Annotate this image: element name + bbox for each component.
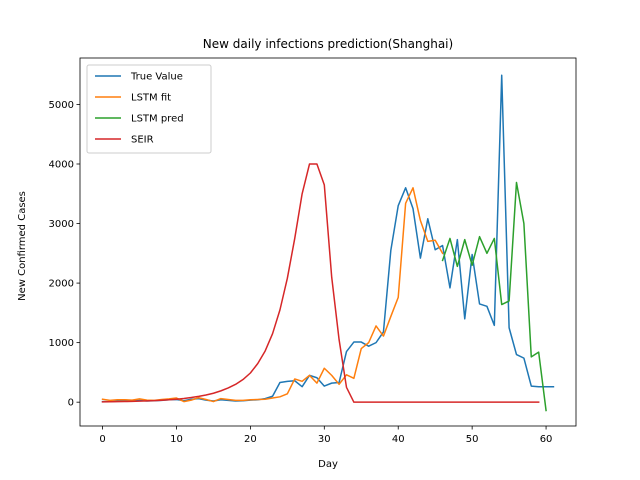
legend-box xyxy=(86,64,212,154)
x-tick-label: 20 xyxy=(244,434,257,445)
x-tick-label: 30 xyxy=(318,434,331,445)
x-tick-label: 40 xyxy=(392,434,405,445)
legend: True Value LSTM fit LSTM pred SEIR xyxy=(86,64,212,154)
y-tick-label: 3000 xyxy=(49,219,74,230)
legend-entry-2: LSTM pred xyxy=(131,114,184,125)
legend-entry-1: LSTM fit xyxy=(131,93,171,104)
y-axis-label: New Confirmed Cases xyxy=(17,191,28,301)
x-tick-label: 50 xyxy=(466,434,479,445)
x-tick-label: 0 xyxy=(99,434,105,445)
y-tick-label: 5000 xyxy=(49,100,74,111)
plot-area: 0 10 20 30 40 50 60 0 1000 2000 3000 4000 5000 xyxy=(49,57,577,445)
series-line-2 xyxy=(441,181,547,412)
axes-frame xyxy=(79,57,577,427)
series-line-3 xyxy=(101,163,540,403)
legend-entry-3: SEIR xyxy=(131,135,154,146)
y-tick-label: 2000 xyxy=(49,279,74,290)
legend-entry-0: True Value xyxy=(130,72,183,83)
x-tick-label: 10 xyxy=(170,434,183,445)
chart-title: New daily infections prediction(Shanghai… xyxy=(203,37,453,51)
x-tick-label: 60 xyxy=(540,434,553,445)
x-axis-label: Day xyxy=(318,459,338,470)
y-tick-label: 4000 xyxy=(49,159,74,170)
y-tick-label: 1000 xyxy=(49,338,74,349)
y-tick-label: 0 xyxy=(68,398,74,409)
